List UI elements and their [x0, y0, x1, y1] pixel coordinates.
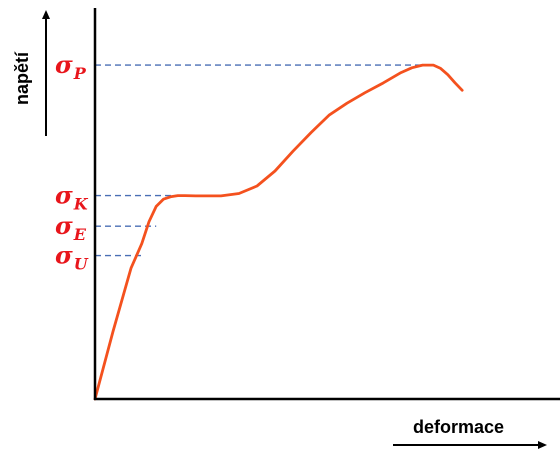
level-label-sigma-k: σK [55, 181, 89, 214]
guide-lines [95, 64, 434, 257]
xlabel: deformace [413, 417, 504, 437]
level-label-sigma-p: σP [55, 50, 87, 83]
series-line [93, 63, 464, 401]
level-label-sigma-e: σE [55, 211, 87, 244]
ylabel: napětí [12, 51, 32, 105]
level-label-sigma-u: σU [55, 241, 89, 274]
